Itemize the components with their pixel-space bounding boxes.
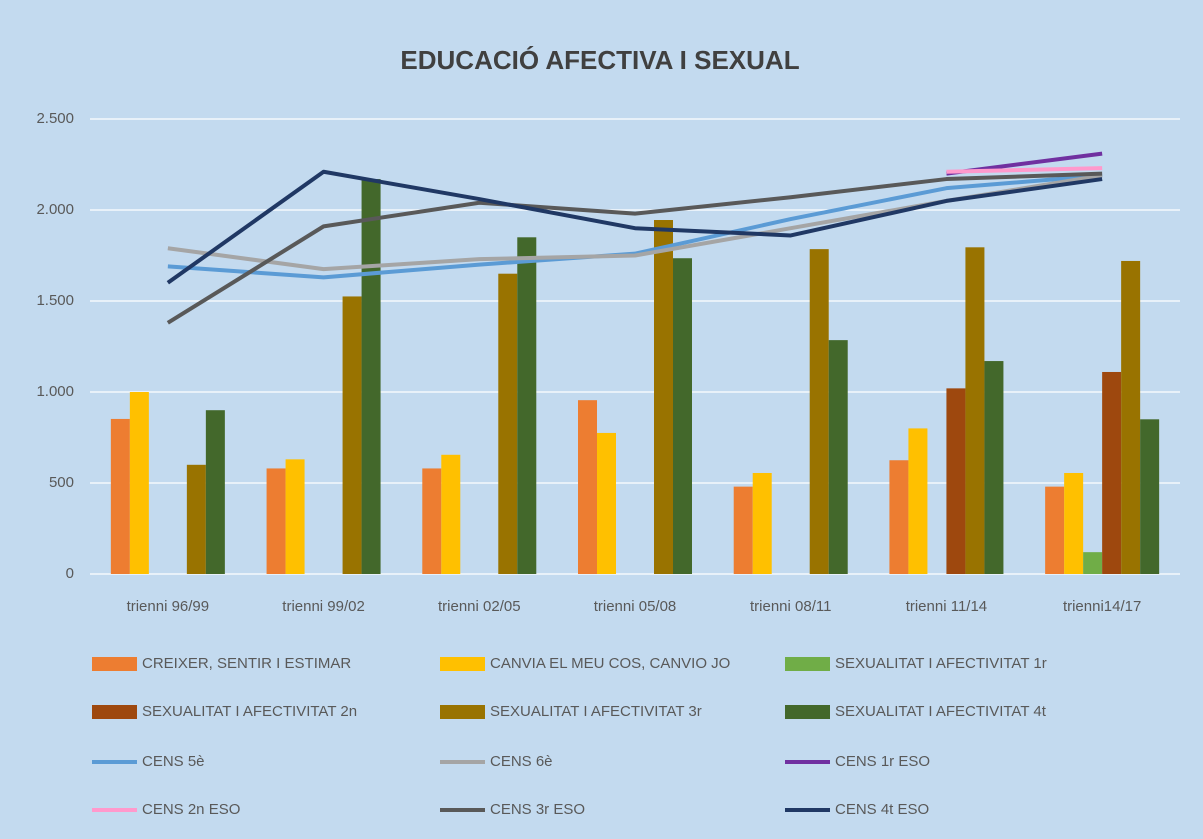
y-tick-label: 2.000 [36,201,74,218]
legend-label: SEXUALITAT I AFECTIVITAT 3r [490,703,702,720]
legend-label: CENS 5è [142,753,205,770]
bar [828,340,848,574]
bar [205,410,225,574]
bar [733,486,753,574]
legend-label: SEXUALITAT I AFECTIVITAT 1r [835,655,1047,672]
bar [342,296,362,574]
legend-swatch [785,657,830,671]
y-tick-label: 2.500 [36,110,74,127]
bar [1064,472,1084,574]
bar [441,454,461,574]
bar [266,468,286,574]
bar [129,392,149,574]
bar [186,464,206,574]
x-tick-label: trienni 02/05 [438,598,521,615]
bar [752,472,772,574]
y-tick-label: 0 [66,565,74,582]
bar [578,400,597,574]
legend-label: CENS 2n ESO [142,801,240,818]
y-tick-label: 1.000 [36,383,74,400]
bar [1140,419,1160,574]
bar [517,237,537,575]
legend-label: CREIXER, SENTIR I ESTIMAR [142,655,351,672]
legend-swatch [92,705,137,719]
y-tick-label: 1.500 [36,292,74,309]
bar [889,460,909,574]
x-tick-label: trienni 96/99 [127,598,210,615]
legend-label: SEXUALITAT I AFECTIVITAT 4t [835,703,1047,720]
chart-title: EDUCACIÓ AFECTIVA I SEXUAL [400,45,799,75]
legend-swatch [92,657,137,671]
line [946,166,1103,174]
bar [498,273,518,574]
bar [946,388,966,574]
x-tick-label: trienni 08/11 [750,598,831,615]
bar [285,459,305,574]
bar [1102,371,1122,574]
legend-swatch [440,705,485,719]
bar [809,249,829,574]
legend-swatch [440,657,485,671]
legend-label: SEXUALITAT I AFECTIVITAT 2n [142,703,357,720]
bar [110,418,130,574]
bar [908,428,928,574]
legend-label: CENS 1r ESO [835,753,930,770]
bar [984,361,1004,574]
y-tick-label: 500 [49,474,74,491]
line [166,171,1103,325]
bar [361,179,381,574]
bar [673,258,692,574]
bar [1083,552,1103,574]
bar [654,220,673,574]
bar [422,468,442,574]
bar [965,247,985,574]
line [166,169,1103,285]
x-tick-label: trienni 05/08 [594,598,677,615]
bar [597,432,616,574]
line [167,173,1103,272]
legend-label: CENS 4t ESO [835,801,929,818]
legend-swatch [785,705,830,719]
x-tick-label: trienni14/17 [1063,598,1141,615]
bar [1121,260,1141,574]
legend-label: CENS 6è [490,753,553,770]
x-tick-label: trienni 99/02 [282,598,365,615]
legend-label: CENS 3r ESO [490,801,585,818]
x-tick-label: trienni 11/14 [906,598,987,615]
bar [1045,486,1065,574]
legend-label: CANVIA EL MEU COS, CANVIO JO [490,655,730,672]
